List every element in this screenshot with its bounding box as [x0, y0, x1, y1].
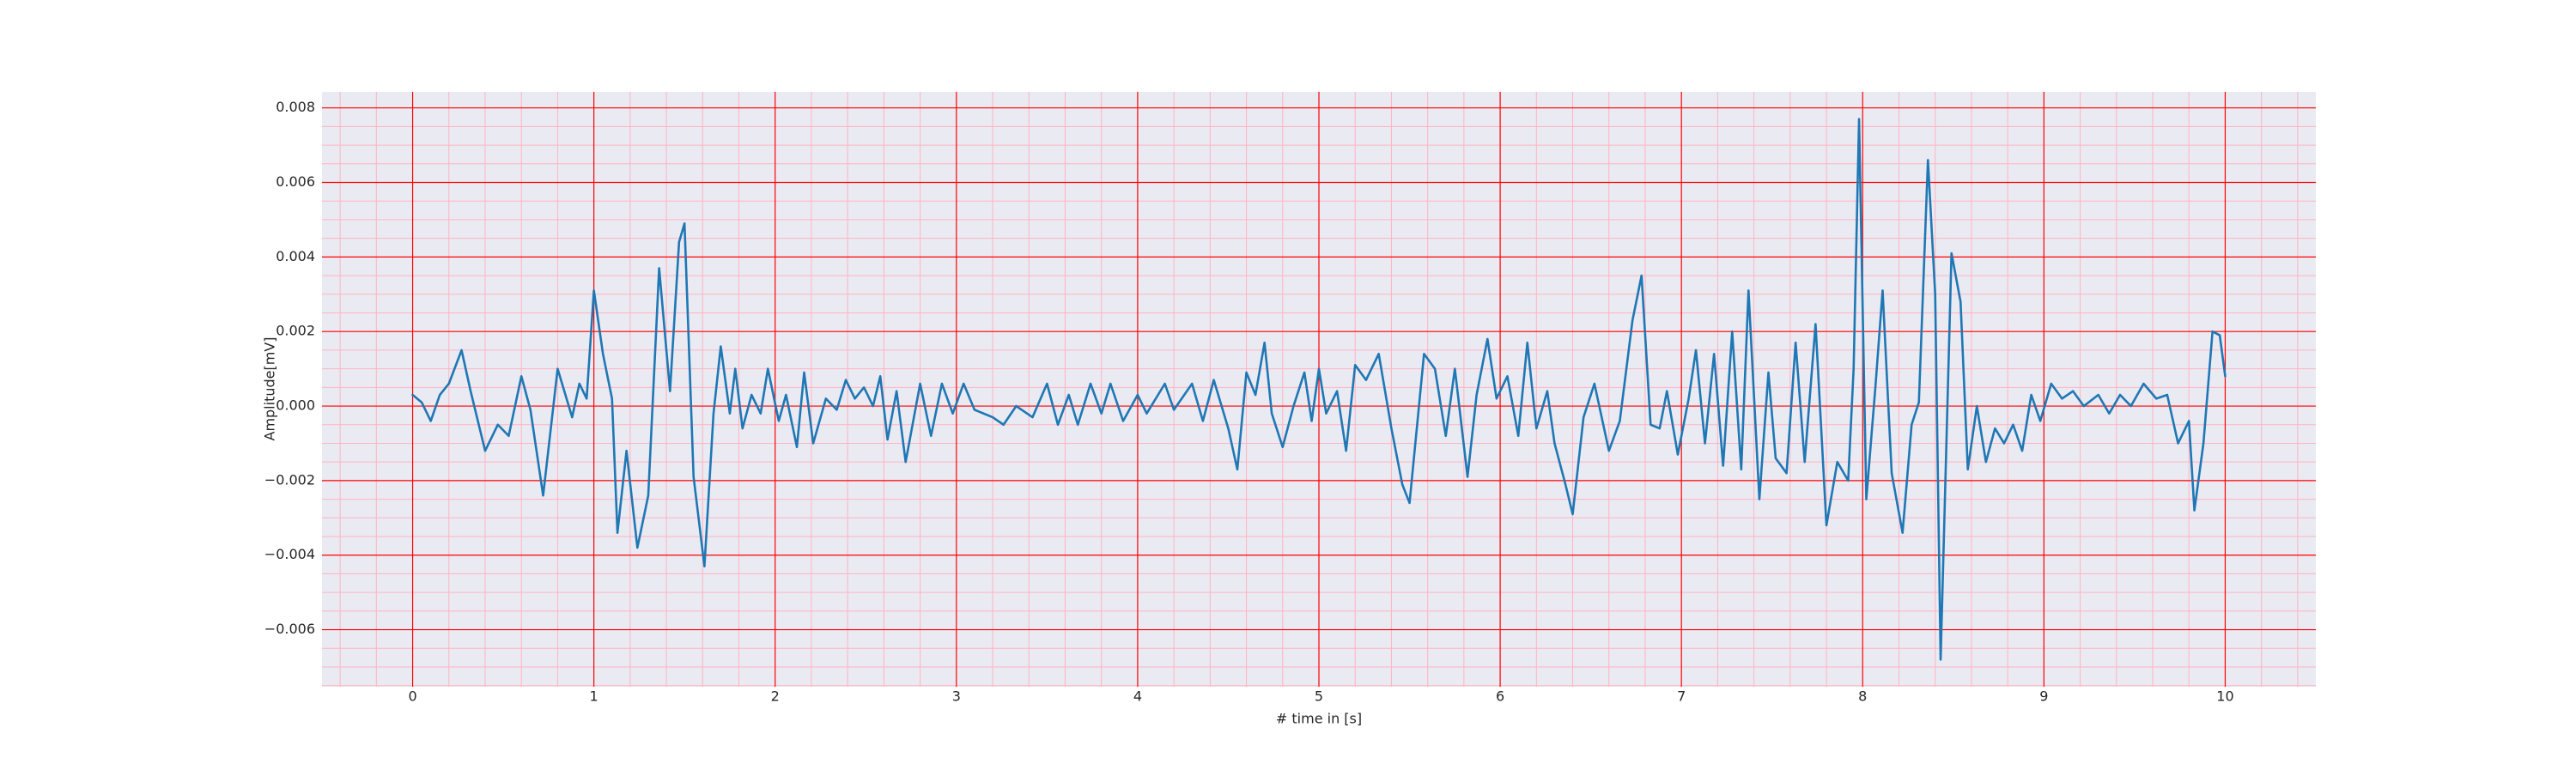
y-axis-label: Amplitude[mV]	[262, 336, 278, 440]
x-tick-label: 10	[2216, 688, 2233, 705]
marks	[411, 118, 2227, 661]
labels: 0 1 2 3 4 5 6 7 8 9 10 −0.006 −0.004 −0.002 0.000 0.002…	[264, 99, 2234, 704]
x-tick-label: 8	[1858, 688, 1867, 705]
y-tick-label: 0.008	[276, 99, 315, 115]
x-tick-label: 6	[1496, 688, 1504, 705]
x-tick-label: 1	[590, 688, 598, 705]
x-tick-label: 2	[771, 688, 780, 705]
x-tick-label: 5	[1315, 688, 1323, 705]
y-tick-label: 0.002	[276, 323, 315, 339]
x-tick-label: 9	[2039, 688, 2048, 705]
x-axis-label: # time in [s]	[1276, 711, 1362, 727]
x-tick-label: 0	[408, 688, 416, 705]
x-tick-label: 3	[952, 688, 961, 705]
x-tick-label: 4	[1133, 688, 1142, 705]
y-tick-label: 0.006	[276, 173, 315, 190]
y-tick-label: −0.002	[264, 471, 315, 488]
x-tick-label: 7	[1677, 688, 1686, 705]
y-tick-label: 0.004	[276, 248, 315, 264]
signal-line	[411, 118, 2227, 661]
y-tick-label: −0.006	[264, 621, 315, 637]
y-tick-label: −0.004	[264, 546, 315, 562]
y-tick-label: 0.000	[276, 397, 315, 414]
